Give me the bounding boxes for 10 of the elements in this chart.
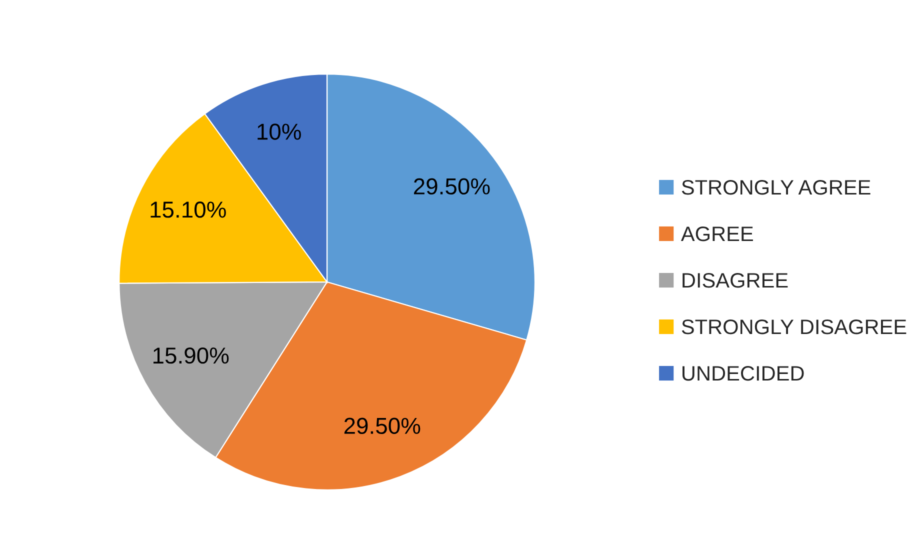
legend-label: STRONGLY DISAGREE — [682, 319, 906, 334]
legend-label: DISAGREE — [682, 272, 788, 288]
data-label: 29.50% — [414, 178, 490, 195]
legend-label: AGREE — [680, 226, 753, 242]
data-label: 15.90% — [154, 347, 229, 364]
data-label: 10% — [258, 124, 301, 140]
legend-label: UNDECIDED — [682, 366, 804, 381]
data-label: 29.50% — [344, 418, 420, 434]
data-label: 15.10% — [150, 202, 226, 218]
legend-label: STRONGLY AGREE — [682, 180, 870, 195]
